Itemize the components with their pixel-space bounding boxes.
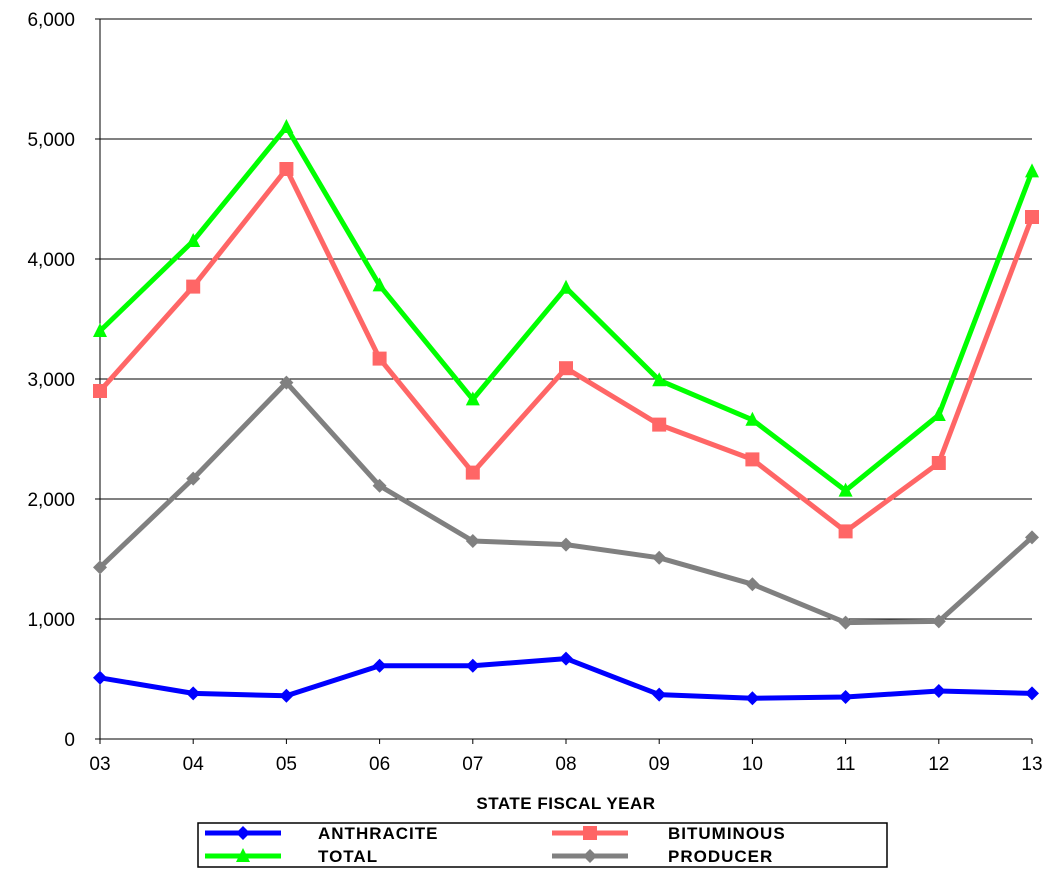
point-producer-04 <box>186 471 201 486</box>
axes <box>95 18 1033 744</box>
point-producer-06 <box>372 478 387 493</box>
point-anthracite-08 <box>559 651 573 666</box>
point-anthracite-13 <box>1025 686 1039 701</box>
x-tick-label-10: 13 <box>1021 754 1042 775</box>
point-anthracite-03 <box>93 670 107 685</box>
x-tick-label-4: 07 <box>462 754 483 775</box>
point-anthracite-09 <box>652 687 667 702</box>
legend-item-producer: PRODUCER <box>552 847 773 866</box>
point-total-12 <box>931 407 946 421</box>
point-total-09 <box>652 372 667 387</box>
point-bituminous-03 <box>93 384 107 398</box>
x-tick-label-0: 03 <box>89 754 110 775</box>
point-producer-10 <box>745 577 760 592</box>
point-total-05 <box>279 119 294 133</box>
point-anthracite-10 <box>745 691 760 706</box>
point-bituminous-11 <box>838 524 853 539</box>
x-tick-label-8: 11 <box>836 754 856 775</box>
series-producer <box>93 375 1039 630</box>
legend-items: ANTHRACITE BITUMINOUS TOTAL PRODUCER <box>205 824 786 866</box>
point-producer-13 <box>1025 530 1039 545</box>
point-bituminous-04 <box>186 279 201 294</box>
series-total <box>93 119 1039 497</box>
y-tick-labels: 0 1,000 2,000 3,000 4,000 5,000 6,000 <box>27 10 75 751</box>
y-tick-label-0: 0 <box>64 730 75 751</box>
point-anthracite-12 <box>931 684 946 698</box>
y-tick-label-3: 3,000 <box>27 370 75 391</box>
point-anthracite-04 <box>186 686 201 701</box>
x-tick-labels: 03 04 05 06 07 08 09 10 11 12 13 <box>89 754 1042 775</box>
point-total-03 <box>93 323 107 337</box>
legend-label-anthracite: ANTHRACITE <box>318 824 439 843</box>
legend-swatch-marker-anthracite <box>236 826 250 840</box>
point-anthracite-11 <box>838 690 853 704</box>
legend-swatch-marker-total <box>236 848 250 862</box>
point-bituminous-12 <box>931 456 946 470</box>
point-total-07 <box>465 391 480 406</box>
point-total-04 <box>186 233 201 247</box>
legend: ANTHRACITE BITUMINOUS TOTAL PRODUCER <box>197 822 888 868</box>
point-total-06 <box>372 277 387 292</box>
legend-box <box>197 822 888 868</box>
point-total-08 <box>559 279 573 294</box>
series-line-producer <box>98 380 1034 626</box>
series-bituminous <box>93 162 1039 539</box>
point-total-11 <box>838 482 853 497</box>
legend-item-anthracite: ANTHRACITE <box>205 824 439 843</box>
point-anthracite-06 <box>372 658 387 673</box>
point-total-13 <box>1025 163 1039 178</box>
legend-item-bituminous: BITUMINOUS <box>552 824 786 843</box>
point-bituminous-10 <box>745 452 760 467</box>
gridlines <box>100 18 1032 620</box>
x-tick-label-5: 08 <box>555 754 576 775</box>
point-producer-11 <box>838 615 853 630</box>
point-bituminous-09 <box>652 417 667 432</box>
point-bituminous-13 <box>1025 210 1039 224</box>
y-tick-label-4: 4,000 <box>27 250 75 271</box>
legend-swatch-marker-bituminous <box>583 826 597 840</box>
y-tick-label-5: 5,000 <box>27 130 75 151</box>
y-tick-label-2: 2,000 <box>27 490 75 511</box>
legend-label-bituminous: BITUMINOUS <box>668 824 786 843</box>
point-producer-12 <box>931 614 946 629</box>
x-tick-label-7: 10 <box>742 754 763 775</box>
point-anthracite-05 <box>279 688 294 703</box>
point-producer-08 <box>559 537 573 552</box>
series-lines <box>93 119 1039 706</box>
point-bituminous-07 <box>465 465 480 480</box>
point-bituminous-08 <box>559 361 573 376</box>
x-tick-label-9: 12 <box>928 754 949 775</box>
y-tick-label-6: 6,000 <box>27 10 75 31</box>
series-line-total <box>98 124 1035 494</box>
point-producer-05 <box>279 375 294 390</box>
point-producer-07 <box>465 534 480 548</box>
x-axis-title: STATE FISCAL YEAR <box>476 794 655 813</box>
x-tick-label-6: 09 <box>649 754 670 775</box>
point-bituminous-06 <box>372 351 387 366</box>
y-tick-label-1: 1,000 <box>27 610 75 631</box>
point-producer-03 <box>93 560 107 575</box>
x-tick-label-2: 05 <box>276 754 297 775</box>
point-total-10 <box>745 411 760 426</box>
point-anthracite-07 <box>465 658 480 673</box>
legend-label-producer: PRODUCER <box>668 847 773 866</box>
point-bituminous-05 <box>279 162 294 176</box>
legend-swatch-marker-producer <box>583 849 597 863</box>
x-tick-label-3: 06 <box>369 754 390 775</box>
x-tick-label-1: 04 <box>183 754 205 775</box>
series-line-bituminous <box>98 166 1035 534</box>
series-anthracite <box>93 651 1039 706</box>
point-producer-09 <box>652 550 667 565</box>
legend-label-total: TOTAL <box>318 847 378 866</box>
legend-item-total: TOTAL <box>205 847 378 866</box>
